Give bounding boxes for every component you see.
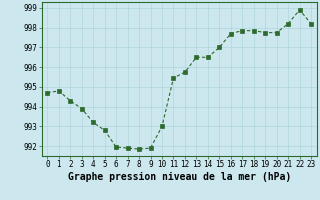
X-axis label: Graphe pression niveau de la mer (hPa): Graphe pression niveau de la mer (hPa) — [68, 172, 291, 182]
